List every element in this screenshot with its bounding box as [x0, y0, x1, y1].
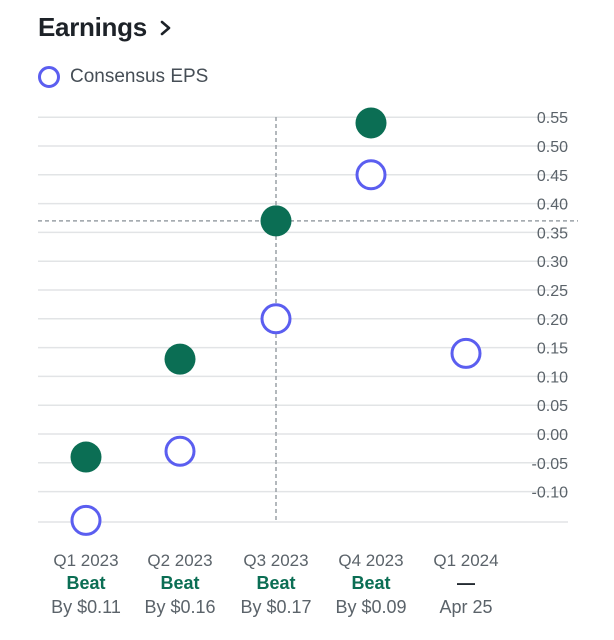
consensus-legend-label: Consensus EPS [70, 66, 209, 87]
consensus-legend-marker [38, 66, 60, 88]
result-status: Beat [351, 573, 390, 593]
quarter-label: Q1 2023 [53, 551, 118, 570]
result-status: Beat [160, 573, 199, 593]
consensus-eps-point [450, 337, 482, 369]
consensus-eps-point [164, 435, 196, 467]
earnings-header-link[interactable]: Earnings [38, 12, 173, 43]
quarter-label: Q3 2023 [243, 551, 308, 570]
consensus-eps-point [70, 504, 102, 536]
result-detail: By $0.09 [335, 597, 406, 617]
actual-eps-point [355, 107, 387, 139]
y-tick-label: -0.05 [532, 456, 569, 473]
quarter-label: Q2 2023 [147, 551, 212, 570]
chevron-right-icon [160, 20, 171, 35]
actual-eps-point [164, 343, 196, 375]
result-status: Beat [256, 573, 295, 593]
result-detail: By $0.11 [51, 597, 121, 617]
y-tick-label: -0.10 [532, 485, 569, 502]
actual-eps-point [70, 441, 102, 473]
y-tick-label: 0.25 [537, 283, 568, 300]
y-tick-label: 0.55 [537, 110, 568, 127]
result-detail: By $0.16 [144, 597, 215, 617]
y-tick-label: 0.40 [537, 197, 568, 214]
result-status: — [457, 573, 475, 593]
y-tick-label: 0.50 [537, 139, 568, 156]
y-tick-label: 0.45 [537, 168, 568, 185]
actual-eps-point [260, 205, 292, 237]
y-tick-label: 0.05 [537, 398, 568, 415]
y-tick-label: 0.15 [537, 341, 568, 358]
quarter-label: Q1 2024 [433, 551, 498, 570]
consensus-eps-point [355, 159, 387, 191]
y-tick-label: 0.00 [537, 427, 568, 444]
chart-legend: Consensus EPS [38, 66, 208, 88]
y-tick-label: 0.30 [537, 254, 568, 271]
y-tick-label: 0.35 [537, 225, 568, 242]
y-tick-label: 0.20 [537, 312, 568, 329]
section-title: Earnings [38, 12, 147, 42]
y-tick-label: 0.10 [537, 369, 568, 386]
result-detail: By $0.17 [240, 597, 311, 617]
consensus-eps-point [260, 303, 292, 335]
quarter-label: Q4 2023 [338, 551, 403, 570]
result-status: Beat [66, 573, 105, 593]
result-detail: Apr 25 [439, 597, 492, 617]
